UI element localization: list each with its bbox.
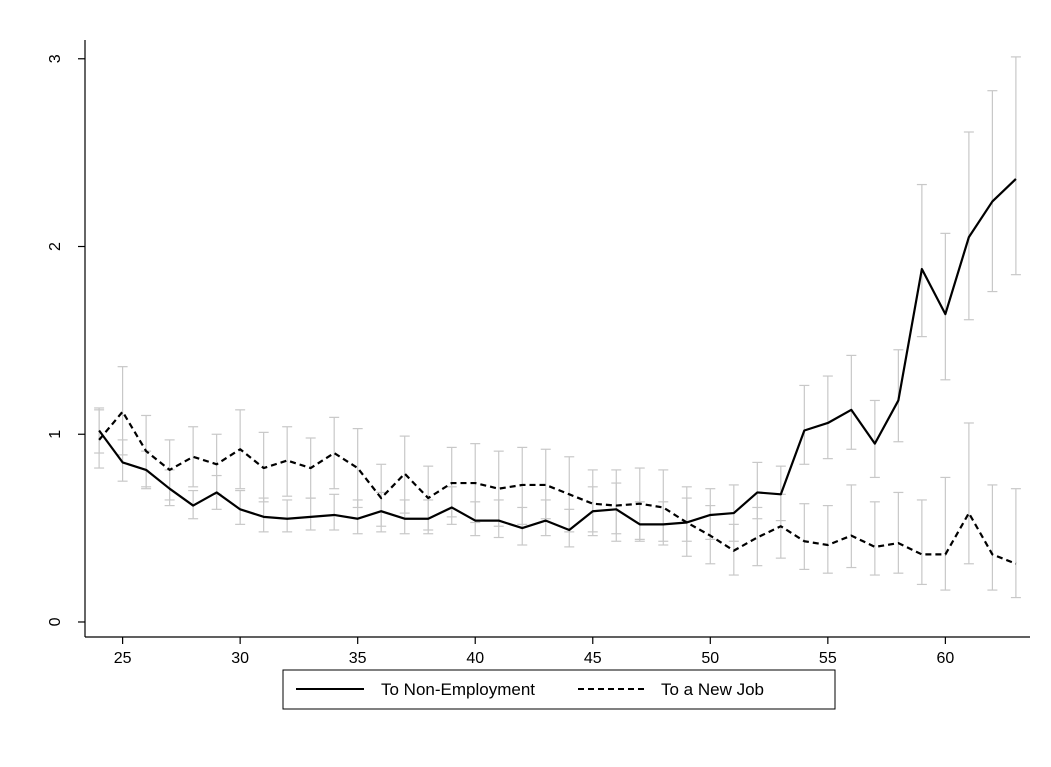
error-bar-new-job-43 — [540, 448, 551, 520]
error-bar-non-employment-60 — [940, 232, 951, 381]
x-tick-label-35: 35 — [349, 650, 367, 667]
x-tick-label-55: 55 — [819, 650, 837, 667]
x-tick-label-50: 50 — [701, 650, 719, 667]
error-bar-new-job-48 — [658, 469, 669, 546]
legend: To Non-Employment To a New Job — [282, 669, 836, 710]
error-bar-non-employment-59 — [916, 183, 927, 338]
error-bar-new-job-60 — [940, 476, 951, 591]
y-tick-label-0: 0 — [47, 617, 64, 626]
x-tick-label-30: 30 — [231, 650, 249, 667]
error-bar-new-job-45 — [587, 469, 598, 537]
x-tick-label-45: 45 — [584, 650, 602, 667]
error-bar-new-job-28 — [188, 426, 199, 488]
error-bar-non-employment-57 — [869, 399, 880, 479]
x-tick-label-40: 40 — [466, 650, 484, 667]
legend-label-new-job: To a New Job — [661, 680, 764, 699]
error-bar-non-employment-54 — [799, 384, 810, 465]
x-ticks: 25 30 35 40 45 50 55 60 — [114, 637, 954, 667]
y-tick-label-1: 1 — [47, 430, 64, 439]
error-bar-new-job-58 — [893, 491, 904, 574]
error-bar-new-job-57 — [869, 501, 880, 576]
error-bar-non-employment-55 — [822, 375, 833, 460]
error-bar-new-job-59 — [916, 499, 927, 586]
error-bar-new-job-54 — [799, 503, 810, 571]
error-bar-new-job-34 — [329, 416, 340, 490]
error-bar-non-employment-30 — [235, 489, 246, 525]
x-tick-label-25: 25 — [114, 650, 132, 667]
error-bar-new-job-35 — [352, 428, 363, 509]
y-ticks: 0 1 2 3 — [47, 54, 85, 626]
legend-label-non-employment: To Non-Employment — [381, 680, 535, 699]
error-bar-non-employment-63 — [1010, 56, 1021, 276]
error-bar-new-job-62 — [987, 484, 998, 591]
axes — [84, 40, 1030, 638]
error-bar-new-job-56 — [846, 484, 857, 569]
error-bar-new-job-32 — [282, 426, 293, 497]
error-bar-non-employment-34 — [329, 493, 340, 531]
y-tick-label-2: 2 — [47, 242, 64, 251]
error-bar-new-job-52 — [752, 506, 763, 567]
error-bar-new-job-55 — [822, 504, 833, 574]
error-bar-new-job-63 — [1010, 488, 1021, 599]
series-line-new-job — [98, 410, 1017, 565]
error-bar-non-employment-56 — [846, 354, 857, 450]
legend-box — [282, 669, 836, 710]
series-lines — [98, 178, 1017, 565]
series-line-non-employment — [98, 178, 1017, 532]
x-tick-label-60: 60 — [936, 650, 954, 667]
error-bar-new-job-61 — [963, 422, 974, 565]
error-bar-new-job-25 — [117, 366, 128, 456]
error-bar-new-job-41 — [493, 450, 504, 527]
y-tick-label-3: 3 — [47, 54, 64, 63]
error-bar-non-employment-32 — [282, 499, 293, 533]
error-bar-non-employment-61 — [963, 131, 974, 321]
error-bar-non-employment-62 — [987, 90, 998, 293]
